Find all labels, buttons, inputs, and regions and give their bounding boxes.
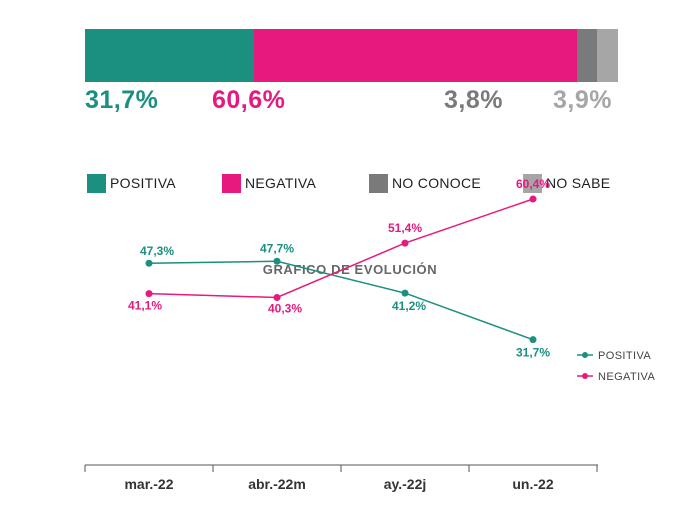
chart-title: GRAFICO DE EVOLUCIÓN xyxy=(262,262,438,277)
data-label-negativa: 51,4% xyxy=(388,221,422,235)
legend-swatch xyxy=(369,174,388,193)
legend-label-negativa: NEGATIVA xyxy=(598,371,655,383)
data-label-positiva: 47,7% xyxy=(260,241,294,255)
data-point-negativa xyxy=(273,294,281,302)
legend-label-positiva: POSITIVA xyxy=(598,350,651,362)
bar-segment-no-conoce xyxy=(577,29,597,82)
series-line-negativa xyxy=(148,198,534,299)
data-label-negativa: 60,4% xyxy=(516,177,550,191)
x-tick-label: abr.-22m xyxy=(248,476,306,492)
x-tick-label: ay.-22j xyxy=(384,476,427,492)
x-tick-label: un.-22 xyxy=(512,476,553,492)
stacked-bar xyxy=(85,29,618,82)
data-point-negativa xyxy=(145,290,153,298)
bar-label-negativa: 60,6% xyxy=(212,86,286,114)
legend-label: NEGATIVA xyxy=(245,175,317,191)
legend-swatch xyxy=(523,174,542,193)
data-point-positiva xyxy=(401,289,409,297)
x-tick-label: mar.-22 xyxy=(124,476,173,492)
legend-swatch xyxy=(222,174,241,193)
series-line-positiva xyxy=(148,260,534,341)
bar-segment-no-sabe xyxy=(597,29,618,82)
legend-label: POSITIVA xyxy=(110,175,176,191)
data-label-positiva: 47,3% xyxy=(140,244,174,258)
legend-marker-positiva xyxy=(582,352,588,358)
data-label-positiva: 31,7% xyxy=(516,346,550,360)
data-label-negativa: 40,3% xyxy=(268,302,302,316)
bar-label-no-sabe: 3,9% xyxy=(553,86,612,114)
data-point-negativa xyxy=(529,195,537,203)
data-point-positiva xyxy=(273,257,281,265)
data-point-negativa xyxy=(401,239,409,247)
bar-segment-positiva xyxy=(85,29,254,82)
bar-label-no-conoce: 3,8% xyxy=(444,86,503,114)
legend-label: NO SABE xyxy=(546,175,611,191)
bar-segment-negativa xyxy=(254,29,577,82)
data-point-positiva xyxy=(145,259,153,267)
bar-label-positiva: 31,7% xyxy=(85,86,159,114)
legend-swatch xyxy=(87,174,106,193)
data-label-negativa: 41,1% xyxy=(128,299,162,313)
data-point-positiva xyxy=(529,336,537,344)
legend-marker-negativa xyxy=(582,373,588,379)
legend-label: NO CONOCE xyxy=(392,175,482,191)
data-label-positiva: 41,2% xyxy=(392,299,426,313)
